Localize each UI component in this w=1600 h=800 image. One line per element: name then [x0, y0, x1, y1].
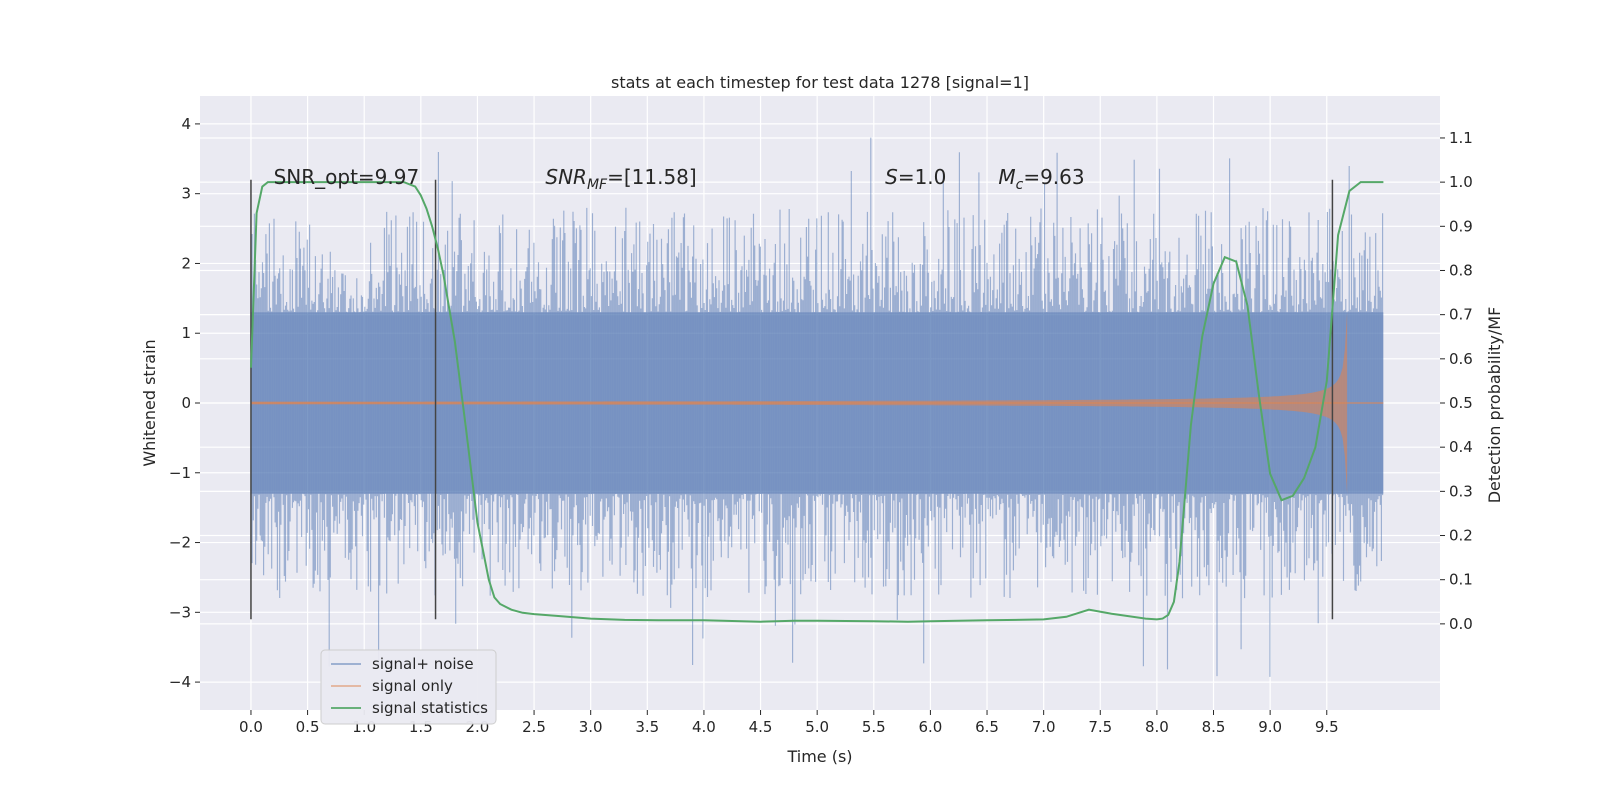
legend-box — [320, 649, 497, 725]
x-tick-label: 0.0 — [239, 718, 263, 736]
x-tick-label: 7.5 — [1088, 718, 1112, 736]
y2-tick-label: 0.6 — [1449, 350, 1473, 368]
x-tick-label: 5.5 — [862, 718, 886, 736]
annotation: S=1.0 — [885, 165, 946, 189]
y2-ticks: 1.1 1.0 0.9 0.8 0.7 0.6 0.5 0.4 0.3 0.2 0.1 0.0 — [1440, 129, 1473, 633]
x-tick-label: 0.5 — [296, 718, 320, 736]
legend: signal+ noise signal only signal statist… — [320, 649, 497, 725]
y-tick-label: −3 — [169, 603, 191, 621]
y-tick-label: 2 — [181, 254, 191, 272]
y2-tick-label: 1.0 — [1449, 173, 1473, 191]
y2-tick-label: 0.9 — [1449, 217, 1473, 235]
y2-tick-label: 1.1 — [1449, 129, 1473, 147]
y-tick-label: 1 — [181, 324, 191, 342]
annotation: SNRMF=[11.58] — [545, 165, 696, 193]
x-tick-label: 8.5 — [1202, 718, 1226, 736]
y2-tick-label: 0.4 — [1449, 438, 1473, 456]
y-tick-label: −2 — [169, 534, 191, 552]
y2-tick-label: 0.8 — [1449, 261, 1473, 279]
y2-tick-label: 0.2 — [1449, 527, 1473, 545]
x-tick-label: 3.5 — [635, 718, 659, 736]
y-ticks: 4 3 2 1 0 −1 −2 −3 −4 — [169, 115, 200, 691]
y-axis-label: Whitened strain — [140, 339, 159, 466]
y2-tick-label: 0.3 — [1449, 482, 1473, 500]
x-tick-label: 6.0 — [918, 718, 942, 736]
x-tick-label: 3.0 — [579, 718, 603, 736]
x-tick-label: 6.5 — [975, 718, 999, 736]
annotations: SNR_opt=9.97 SNRMF=[11.58] S=1.0 Mc=9.63 — [274, 165, 1085, 193]
y-tick-label: −1 — [169, 464, 191, 482]
chart-title: stats at each timestep for test data 127… — [611, 73, 1029, 92]
signal-statistics-series — [250, 181, 1384, 623]
y2-tick-label: 0.0 — [1449, 615, 1473, 633]
y-tick-label: 3 — [181, 185, 191, 203]
y-tick-label: −4 — [169, 673, 191, 691]
x-tick-label: 9.0 — [1258, 718, 1282, 736]
y2-tick-label: 0.5 — [1449, 394, 1473, 412]
signal-statistics-line — [250, 181, 1384, 623]
x-tick-label: 7.0 — [1032, 718, 1056, 736]
y2-tick-label: 0.7 — [1449, 306, 1473, 324]
annotation: SNR_opt=9.97 — [274, 165, 420, 189]
x-tick-label: 5.0 — [805, 718, 829, 736]
legend-label-noise: signal+ noise — [372, 655, 474, 673]
legend-label-signal: signal only — [372, 677, 453, 695]
legend-label-stats: signal statistics — [372, 699, 488, 717]
y2-axis-label: Detection probability/MF — [1485, 307, 1504, 504]
y-tick-label: 4 — [181, 115, 191, 133]
x-tick-label: 4.0 — [692, 718, 716, 736]
annotation: Mc=9.63 — [998, 165, 1084, 193]
x-tick-label: 2.5 — [522, 718, 546, 736]
y-tick-label: 0 — [181, 394, 191, 412]
x-tick-label: 9.5 — [1315, 718, 1339, 736]
x-tick-label: 4.5 — [749, 718, 773, 736]
x-ticks: 0.0 0.5 1.0 1.5 2.0 2.5 3.0 3.5 4.0 4.5 5.0 5.5 6.0 6… — [239, 710, 1339, 736]
y2-tick-label: 0.1 — [1449, 571, 1473, 589]
x-axis-label: Time (s) — [786, 747, 852, 766]
vertical-markers — [250, 179, 1334, 620]
x-tick-label: 8.0 — [1145, 718, 1169, 736]
